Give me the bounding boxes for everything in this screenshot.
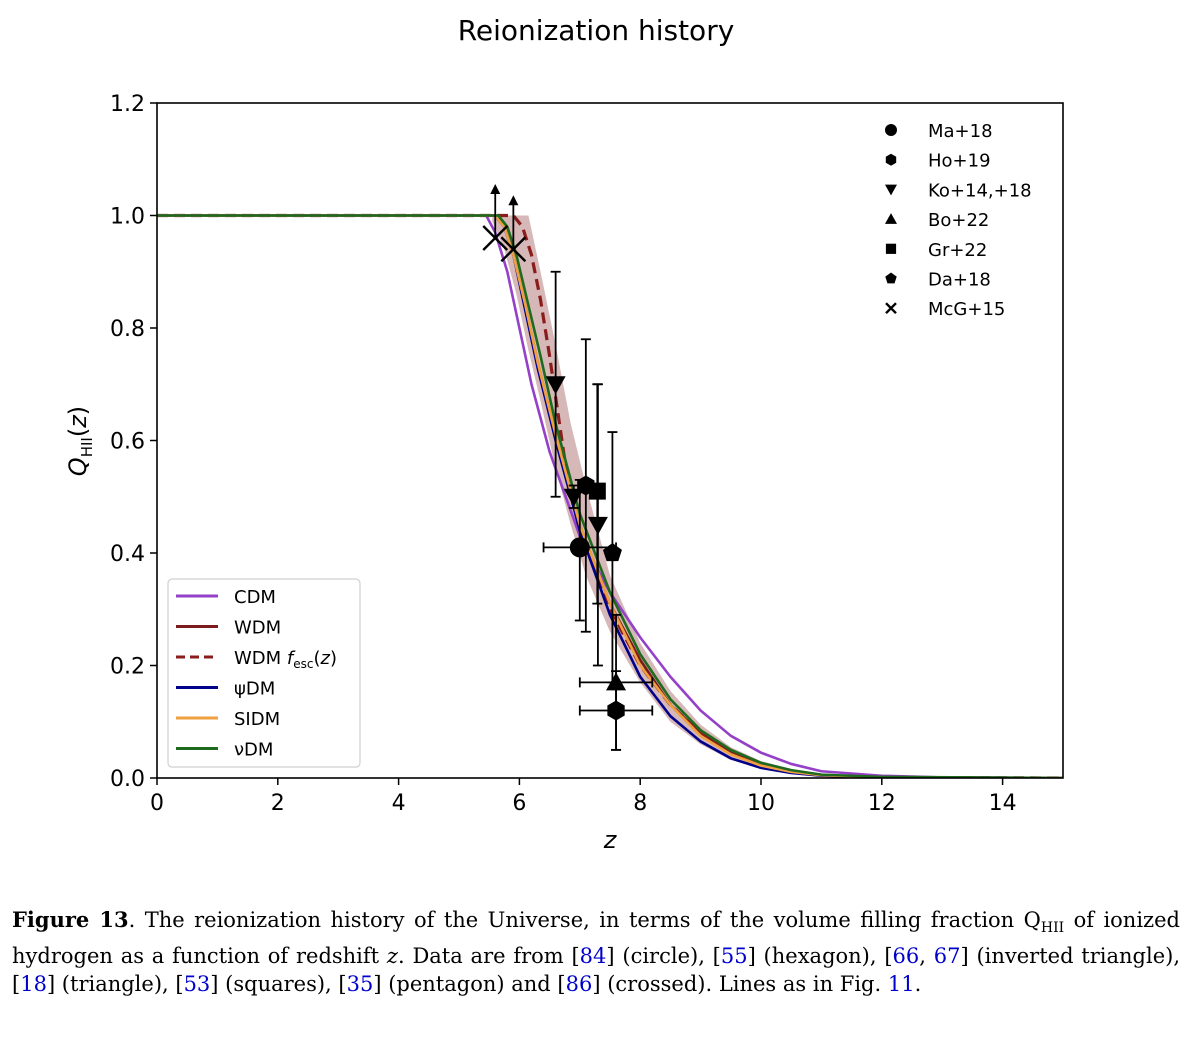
marker-legend-label-5: Da+18 <box>928 270 991 291</box>
legend-marker-cross <box>885 302 897 315</box>
caption-text: ] (circle), [ <box>606 944 721 969</box>
limit-arrow-head <box>508 195 519 206</box>
marker-legend-label-6: McG+15 <box>928 299 1005 320</box>
x-tick-label: 2 <box>271 791 285 816</box>
legend-marker-square <box>885 243 897 254</box>
caption-text: ] (inverted triangle), [ <box>12 944 1180 997</box>
marker-triangle-down <box>545 376 566 395</box>
legend-label-4: SIDM <box>234 709 280 730</box>
legend-marker-hexagon <box>885 153 897 166</box>
data-point-10 <box>500 195 527 263</box>
caption-text: ] (squares), [ <box>210 972 347 997</box>
legend-marker-triangle-up <box>885 213 897 224</box>
marker-legend-label-0: Ma+18 <box>928 121 993 142</box>
citation-link[interactable]: 18 <box>20 972 47 997</box>
citation-link[interactable]: 67 <box>933 944 961 969</box>
reionization-chart: Reionization history 0 2 4 6 8 10 12 14 0.0 0.2 0.… <box>64 14 1064 854</box>
legend-label-5: νDM <box>234 740 273 761</box>
legend-marker-circle <box>885 124 897 136</box>
marker-legend-label-4: Gr+22 <box>928 240 987 261</box>
legend-label-0: CDM <box>234 587 276 608</box>
marker-triangle-up <box>606 672 627 691</box>
marker-cross-stroke-b <box>482 225 509 251</box>
marker-cross-stroke-b <box>500 236 527 263</box>
legend-label-1: WDM <box>234 618 281 639</box>
limit-arrow-head <box>490 184 501 194</box>
data-point-4 <box>563 484 584 509</box>
marker-square <box>588 482 606 500</box>
legend-marker-cross-stroke-b <box>885 302 897 315</box>
line-legend: CDM WDM WDM fesc(z) ψDM SIDM νDM <box>167 578 361 768</box>
figure-caption: Figure 13. The reionization history of t… <box>12 906 1180 998</box>
caption-text: . The reionization history of the Univer… <box>128 908 1041 932</box>
citation-link[interactable]: 86 <box>565 972 593 997</box>
citation-link[interactable]: 53 <box>183 972 211 997</box>
caption-figure-label: Figure 13 <box>12 907 129 932</box>
marker-cross <box>482 225 509 251</box>
marker-cross <box>500 236 527 263</box>
y-tick-label: 1.2 <box>110 92 145 117</box>
caption-text: ] (crossed). Lines as in Fig. <box>592 972 888 997</box>
legend-label-3: ψDM <box>234 679 275 700</box>
legend-marker-triangle-down <box>885 184 897 196</box>
caption-text: , <box>919 944 934 969</box>
legend-marker-pentagon <box>885 272 897 284</box>
citation-link[interactable]: 66 <box>892 944 920 969</box>
chart-title: Reionization history <box>458 14 735 47</box>
x-tick-label: 12 <box>868 791 896 816</box>
citation-link[interactable]: 35 <box>346 972 374 997</box>
y-tick-label: 0.4 <box>110 542 145 567</box>
marker-legend: Ma+18 Ho+19 Ko+14,+18 Bo+22 Gr+22 Da+18 McG+15 <box>885 121 1032 320</box>
x-tick-label: 4 <box>392 791 406 816</box>
x-tick-label: 10 <box>747 791 775 816</box>
y-tick-label: 1.0 <box>110 205 145 230</box>
data-points <box>482 184 654 751</box>
x-tick-label: 8 <box>633 791 647 816</box>
caption-text: ] (hexagon), [ <box>747 944 893 969</box>
citation-link[interactable]: 55 <box>720 944 748 969</box>
y-tick-label: 0.6 <box>110 430 145 455</box>
figure-link[interactable]: 11 <box>887 972 915 997</box>
series-line-0 <box>157 214 1063 778</box>
y-tick-label: 0.8 <box>110 317 145 342</box>
legend-label-2: WDM fesc(z) <box>234 648 337 671</box>
data-point-7 <box>588 383 606 605</box>
x-tick-label: 14 <box>989 791 1017 816</box>
x-tick-label: 6 <box>512 791 526 816</box>
marker-pentagon <box>602 543 622 562</box>
marker-legend-label-1: Ho+19 <box>928 151 991 172</box>
data-point-8 <box>602 431 622 684</box>
caption-text: . Data are from [ <box>397 944 580 969</box>
caption-text: ] (triangle), [ <box>46 972 184 997</box>
caption-subscript: HII <box>1040 920 1065 937</box>
y-tick-label: 0.0 <box>110 767 145 792</box>
y-axis-label: QHII(z) <box>64 406 96 476</box>
marker-legend-label-2: Ko+14,+18 <box>928 180 1032 201</box>
caption-variable: z <box>386 944 398 969</box>
data-point-9 <box>482 184 509 251</box>
marker-triangle-down <box>563 488 584 507</box>
data-point-3 <box>545 270 566 498</box>
x-axis-label: z <box>603 826 618 854</box>
plot-area: 0 2 4 6 8 10 12 14 0.0 0.2 0.4 0.6 0.8 1.0 1.2 CDM WDM WD… <box>110 92 1064 816</box>
y-tick-label: 0.2 <box>110 655 145 680</box>
series-line-2 <box>157 213 1063 778</box>
marker-legend-label-3: Bo+22 <box>928 210 989 231</box>
caption-text: . <box>914 972 922 997</box>
uncertainty-band <box>492 215 1063 778</box>
caption-text: ] (pentagon) and [ <box>373 972 566 997</box>
citation-link[interactable]: 84 <box>579 944 607 969</box>
caption-text: of ionized hydrogen as a function of red… <box>12 908 1180 969</box>
marker-circle <box>569 537 590 558</box>
x-tick-label: 0 <box>150 791 164 816</box>
